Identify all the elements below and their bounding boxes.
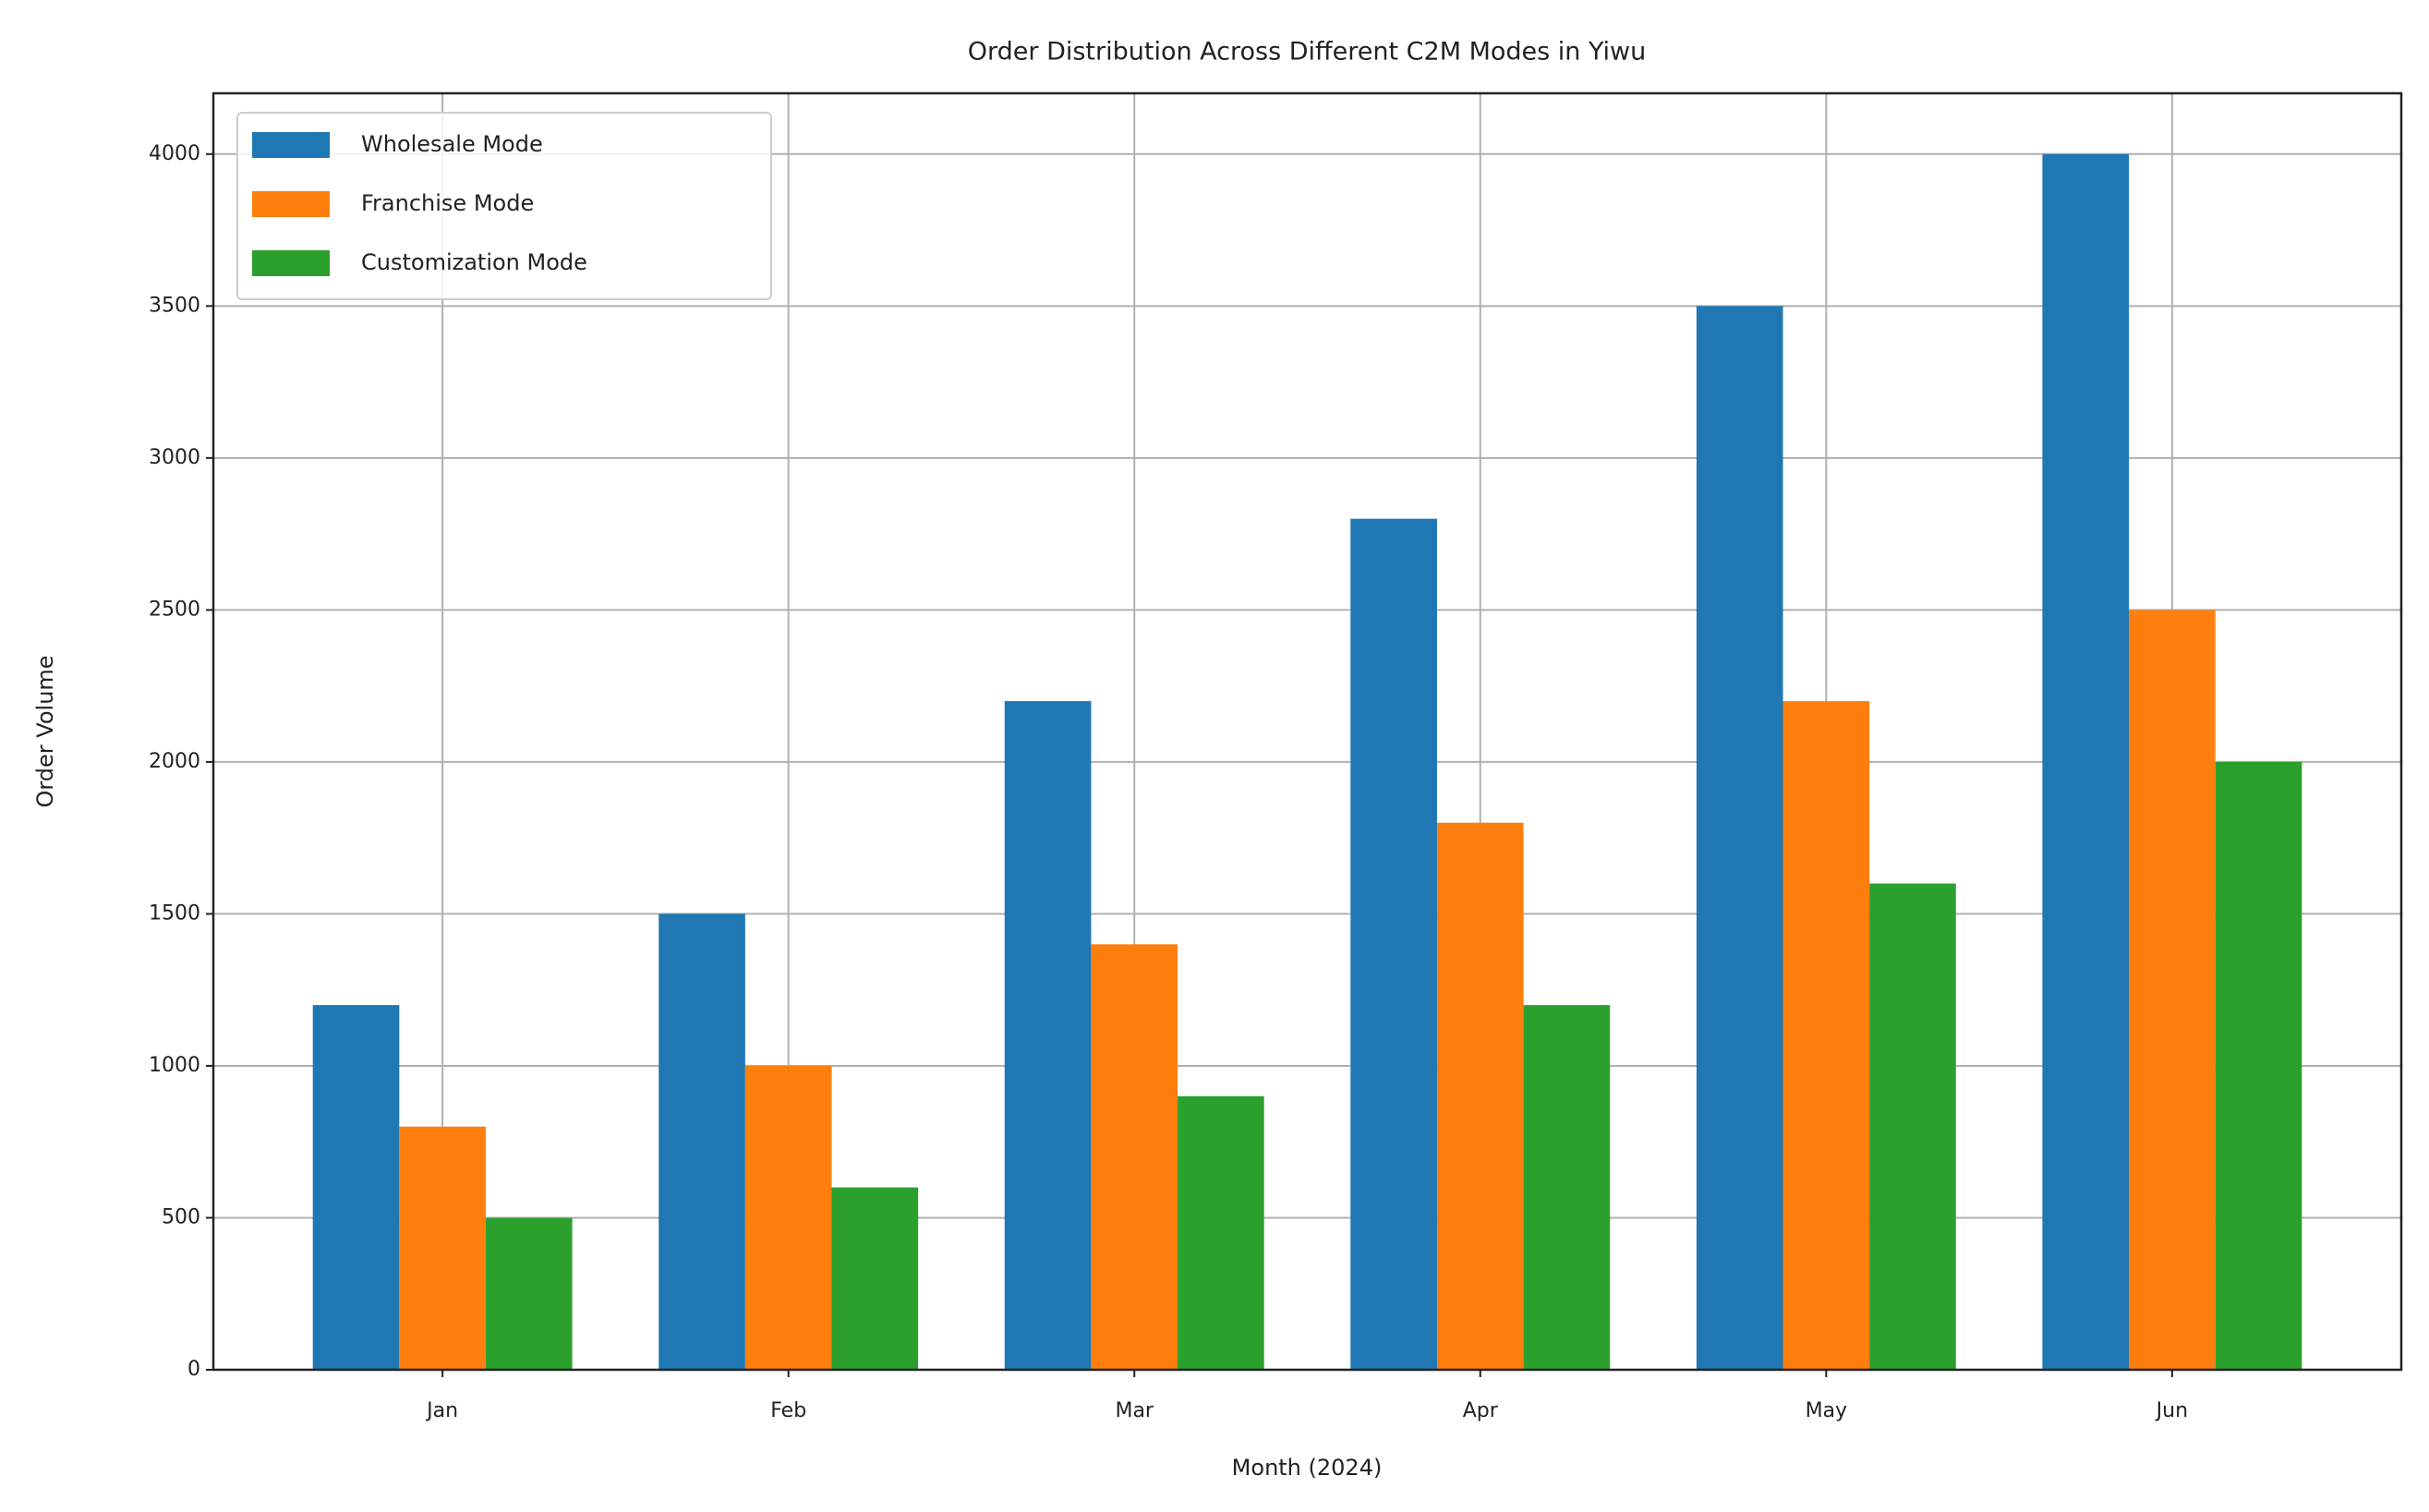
bar bbox=[1523, 1005, 1611, 1370]
bar bbox=[1436, 822, 1524, 1370]
x-tick-label: Jun bbox=[2155, 1399, 2188, 1422]
y-tick-label: 3000 bbox=[149, 446, 200, 469]
y-tick-label: 2500 bbox=[149, 598, 200, 621]
bar bbox=[1782, 701, 1870, 1370]
legend-box bbox=[236, 112, 772, 300]
plot-frame bbox=[211, 91, 2403, 1372]
y-tick-label: 1000 bbox=[149, 1054, 200, 1077]
bar bbox=[1869, 883, 1956, 1370]
bars bbox=[312, 153, 2302, 1370]
x-tick-label: Apr bbox=[1463, 1399, 1499, 1422]
legend-label: Customization Mode bbox=[361, 249, 587, 275]
y-tick-label: 0 bbox=[187, 1358, 200, 1381]
bar bbox=[399, 1126, 486, 1370]
bar bbox=[1004, 701, 1092, 1370]
bar bbox=[312, 1005, 400, 1370]
y-tick-label: 1500 bbox=[149, 901, 200, 925]
x-tick-label: May bbox=[1806, 1399, 1847, 1422]
legend-label: Wholesale Mode bbox=[361, 131, 543, 157]
x-tick-label: Mar bbox=[1115, 1399, 1154, 1422]
bar bbox=[1178, 1095, 1264, 1370]
legend-swatch bbox=[252, 250, 330, 276]
y-tick-label: 2000 bbox=[149, 750, 200, 773]
bar bbox=[1091, 944, 1178, 1370]
x-axis-label: Month (2024) bbox=[1232, 1455, 1383, 1481]
bar bbox=[485, 1217, 573, 1370]
y-tick-label: 4000 bbox=[149, 142, 200, 165]
bar bbox=[2215, 761, 2302, 1370]
bar bbox=[659, 913, 745, 1370]
bar bbox=[2042, 153, 2130, 1370]
legend-label: Franchise Mode bbox=[361, 190, 534, 216]
bar bbox=[831, 1187, 919, 1370]
y-tick-label: 500 bbox=[162, 1205, 200, 1228]
y-tick-label: 3500 bbox=[149, 294, 200, 317]
x-tick-label: Feb bbox=[770, 1399, 806, 1422]
bar bbox=[1350, 518, 1437, 1370]
bar bbox=[2129, 610, 2216, 1370]
bar bbox=[1696, 306, 1783, 1370]
chart-title: Order Distribution Across Different C2M … bbox=[968, 38, 1646, 67]
legend-swatch bbox=[252, 191, 330, 217]
bar bbox=[744, 1065, 832, 1370]
y-axis-label: Order Volume bbox=[32, 655, 58, 807]
legend-swatch bbox=[252, 132, 330, 158]
x-tick-label: Jan bbox=[425, 1399, 458, 1422]
